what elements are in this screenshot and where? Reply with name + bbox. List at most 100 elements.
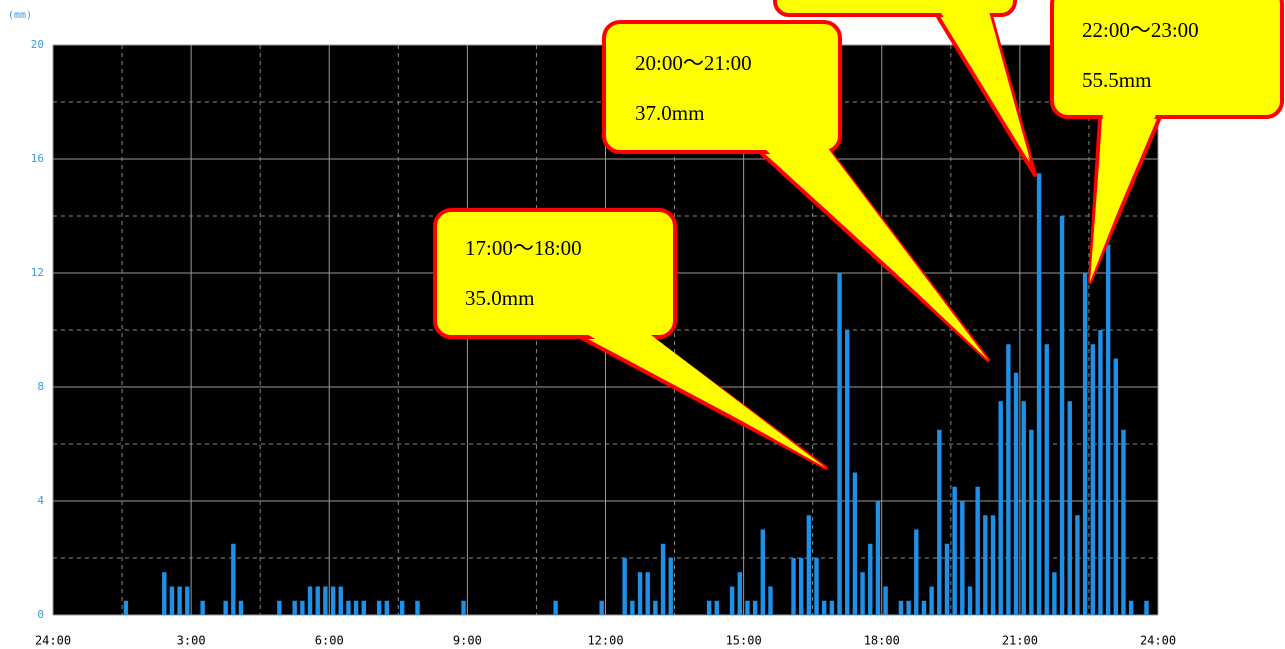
bar <box>622 558 627 615</box>
bar <box>821 600 827 615</box>
bar <box>937 429 942 615</box>
bar <box>200 600 205 615</box>
callout-box <box>1050 0 1284 119</box>
bar <box>384 600 390 615</box>
bar <box>323 586 328 615</box>
bar <box>1128 600 1134 615</box>
bar <box>1052 572 1057 615</box>
callout-text: 17:00〜18:00 <box>465 236 582 260</box>
bar <box>177 586 182 615</box>
bar <box>300 600 305 615</box>
bar <box>630 600 635 615</box>
x-tick-label: 9:00 <box>453 634 482 648</box>
y-tick-label: 8 <box>37 380 44 393</box>
y-unit: (mm) <box>8 10 32 21</box>
bar <box>860 572 865 615</box>
bar <box>376 600 382 615</box>
bar <box>1105 244 1111 615</box>
bar <box>653 600 658 615</box>
bar <box>1021 401 1026 615</box>
bar <box>960 501 965 615</box>
callout-text: 35.0mm <box>465 286 534 310</box>
bar <box>944 543 950 615</box>
bar <box>1121 429 1126 615</box>
bar <box>983 515 988 615</box>
callout-text: 37.0mm <box>635 101 704 125</box>
x-tick-label: 3:00 <box>177 634 206 648</box>
bar <box>277 600 282 615</box>
bar <box>660 543 666 615</box>
bar <box>768 586 773 615</box>
bar <box>798 558 804 615</box>
bar <box>399 600 405 615</box>
callout-box <box>433 208 677 339</box>
x-tick-label: 12:00 <box>587 634 623 648</box>
bar <box>346 600 351 615</box>
x-tick-label: 21:00 <box>1002 634 1038 648</box>
bar <box>415 600 420 615</box>
x-tick-label: 15:00 <box>726 634 762 648</box>
bar <box>637 572 643 615</box>
bar <box>1006 344 1011 615</box>
bar <box>315 586 320 615</box>
bar <box>875 501 881 615</box>
bar <box>1098 330 1103 615</box>
callout-text: 55.5mm <box>1082 68 1151 92</box>
callout-pointer-fill <box>583 332 826 468</box>
bar <box>737 572 742 615</box>
bar <box>1036 173 1042 615</box>
callout-text: 20:00〜21:00 <box>635 51 752 75</box>
bar <box>729 586 735 615</box>
callout-pointer-fill <box>763 147 988 360</box>
x-tick-label: 6:00 <box>315 634 344 648</box>
bar <box>353 600 359 615</box>
bar <box>1075 515 1080 615</box>
bar <box>553 600 558 615</box>
bar <box>338 586 343 615</box>
y-tick-label: 12 <box>31 266 44 279</box>
bar <box>898 600 904 615</box>
bar <box>929 586 934 615</box>
bar <box>1082 273 1088 615</box>
bar <box>330 586 336 615</box>
callout-pointer-fill <box>938 8 1030 160</box>
bar <box>714 600 719 615</box>
x-tick-label: 18:00 <box>864 634 900 648</box>
bar <box>1059 216 1065 615</box>
bar <box>123 600 129 615</box>
y-tick-label: 20 <box>31 38 44 51</box>
bar <box>921 600 927 615</box>
bar <box>292 600 297 615</box>
bar <box>914 529 919 615</box>
callout-text: 22:00〜23:00 <box>1082 18 1199 42</box>
bar <box>599 600 604 615</box>
bar <box>231 543 236 615</box>
bar <box>668 558 673 615</box>
bar <box>852 472 858 615</box>
callout-box <box>602 20 842 154</box>
bar <box>1044 344 1049 615</box>
bar <box>791 558 796 615</box>
bar <box>169 586 175 615</box>
y-tick-label: 16 <box>31 152 44 165</box>
bar <box>645 572 650 615</box>
bar <box>223 600 228 615</box>
bar <box>461 600 466 615</box>
bar <box>952 486 957 615</box>
bar <box>829 600 835 615</box>
bar <box>1113 358 1118 615</box>
bar <box>706 600 712 615</box>
bar <box>906 600 911 615</box>
bar <box>361 600 366 615</box>
y-tick-label: 0 <box>37 608 44 621</box>
bar <box>975 486 980 615</box>
bar <box>967 586 973 615</box>
bar <box>1013 372 1019 615</box>
bar <box>837 273 842 615</box>
bar <box>845 330 850 615</box>
bar <box>1144 600 1149 615</box>
x-tick-label: 24:00 <box>1140 634 1176 648</box>
bar <box>1029 429 1034 615</box>
callout-pointer-fill <box>1090 112 1157 282</box>
